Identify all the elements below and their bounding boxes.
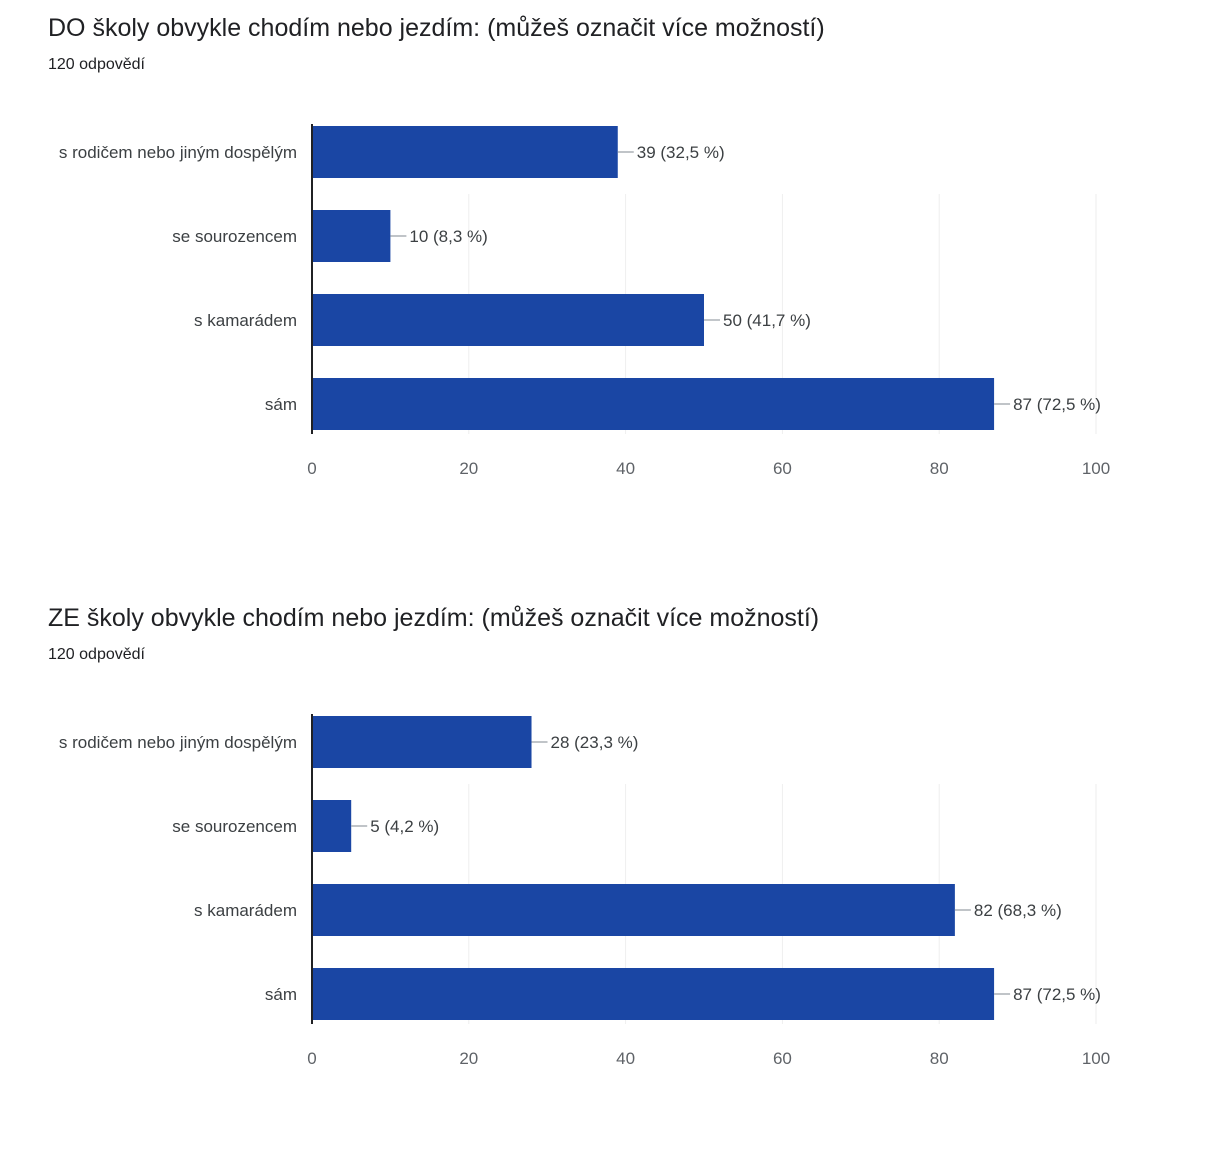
bar-chart-do-skoly: s rodičem nebo jiným dospělým 39 (32,5 %)… <box>59 124 1110 478</box>
response-count: 120 odpovědí <box>48 646 145 663</box>
category-label: se sourozencem <box>172 227 297 246</box>
x-tick-label: 20 <box>459 459 478 478</box>
chart-ze-skoly: ZE školy obvykle chodím nebo jezdím: (mů… <box>0 590 1208 1070</box>
x-tick-label: 60 <box>773 459 792 478</box>
category-label: se sourozencem <box>172 817 297 836</box>
x-tick-label: 0 <box>307 459 316 478</box>
category-label: sám <box>265 985 297 1004</box>
bar <box>312 126 618 178</box>
chart-title: ZE školy obvykle chodím nebo jezdím: (mů… <box>48 604 820 632</box>
data-label: 50 (41,7 %) <box>723 311 811 330</box>
x-tick-label: 80 <box>930 459 949 478</box>
bar <box>312 378 995 430</box>
category-label: s rodičem nebo jiným dospělým <box>59 733 297 752</box>
x-tick-label: 80 <box>930 1049 949 1068</box>
bar-chart-ze-skoly: s rodičem nebo jiným dospělým 28 (23,3 %)… <box>59 714 1110 1068</box>
category-label: sám <box>265 395 297 414</box>
category-label: s rodičem nebo jiným dospělým <box>59 143 297 162</box>
x-tick-label: 100 <box>1082 459 1110 478</box>
x-tick-label: 40 <box>616 459 635 478</box>
bar <box>312 716 532 768</box>
data-label: 28 (23,3 %) <box>551 733 639 752</box>
data-label: 82 (68,3 %) <box>974 901 1062 920</box>
chart-title: DO školy obvykle chodím nebo jezdím: (mů… <box>48 14 825 42</box>
category-label: s kamarádem <box>194 901 297 920</box>
bar <box>312 968 995 1020</box>
data-label: 87 (72,5 %) <box>1013 395 1101 414</box>
data-label: 87 (72,5 %) <box>1013 985 1101 1004</box>
bar <box>312 210 391 262</box>
data-label: 10 (8,3 %) <box>409 227 487 246</box>
chart-do-skoly: DO školy obvykle chodím nebo jezdím: (mů… <box>0 0 1208 520</box>
category-label: s kamarádem <box>194 311 297 330</box>
data-label: 39 (32,5 %) <box>637 143 725 162</box>
bar <box>312 884 955 936</box>
x-tick-label: 60 <box>773 1049 792 1068</box>
x-tick-label: 40 <box>616 1049 635 1068</box>
data-label: 5 (4,2 %) <box>370 817 439 836</box>
bar <box>312 800 352 852</box>
bar <box>312 294 704 346</box>
x-tick-label: 20 <box>459 1049 478 1068</box>
response-count: 120 odpovědí <box>48 56 145 73</box>
x-tick-label: 100 <box>1082 1049 1110 1068</box>
x-tick-label: 0 <box>307 1049 316 1068</box>
